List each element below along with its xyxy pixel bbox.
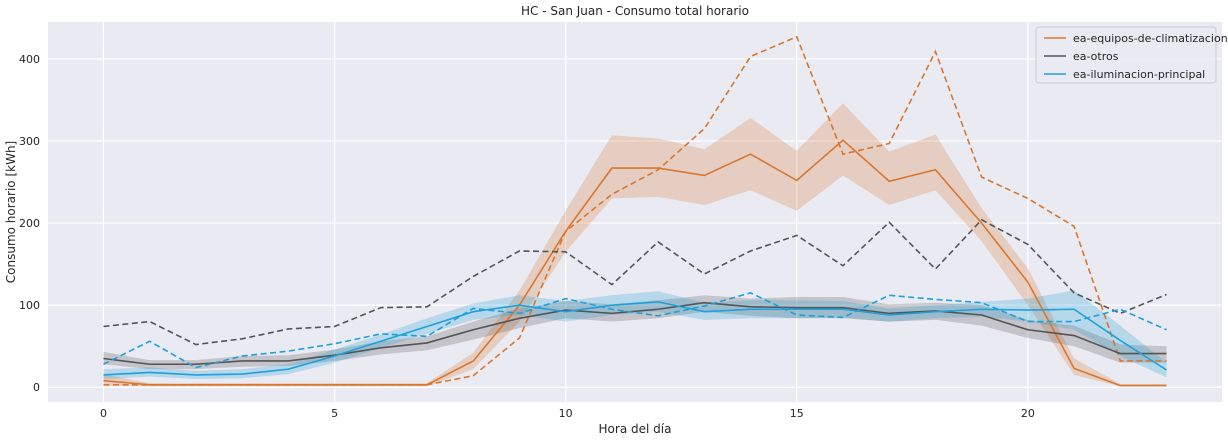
- series-line-1: [103, 301, 1167, 366]
- x-tick-label: 15: [790, 407, 804, 420]
- legend-box: [1035, 26, 1217, 84]
- legend-label: ea-otros: [1073, 50, 1119, 63]
- series-dashed-line-2: [103, 291, 1167, 369]
- band-0: [103, 103, 1167, 387]
- x-axis-title: Hora del día: [599, 422, 672, 436]
- x-tick-label: 20: [1021, 407, 1035, 420]
- y-tick-label: 400: [19, 53, 40, 66]
- legend-label: ea-iluminacion-principal: [1073, 68, 1205, 81]
- legend: ea-equipos-de-climatizacion ea-otros ea-il…: [1035, 26, 1228, 84]
- y-tick-label: 200: [19, 217, 40, 230]
- series-dashed-line-0: [103, 35, 1167, 386]
- chart-title: HC - San Juan - Consumo total horario: [521, 4, 749, 18]
- x-tick-label: 5: [331, 407, 338, 420]
- x-tick-label: 10: [559, 407, 573, 420]
- y-tick-label: 100: [19, 299, 40, 312]
- grid: [48, 22, 1222, 402]
- x-tick-label: 0: [100, 407, 107, 420]
- series-lines: [103, 35, 1167, 387]
- x-axis-ticks: 0 5 10 15 20: [100, 407, 1035, 420]
- y-tick-label: 0: [33, 381, 40, 394]
- y-tick-label: 300: [19, 135, 40, 148]
- series-line-2: [103, 301, 1167, 376]
- series-line-0: [103, 139, 1167, 387]
- series-dashed-line-1: [103, 218, 1167, 346]
- y-axis-title: Consumo horario [kWh]: [4, 141, 18, 283]
- legend-label: ea-equipos-de-climatizacion: [1073, 32, 1228, 45]
- y-axis-ticks: 0 100 200 300 400: [19, 53, 40, 394]
